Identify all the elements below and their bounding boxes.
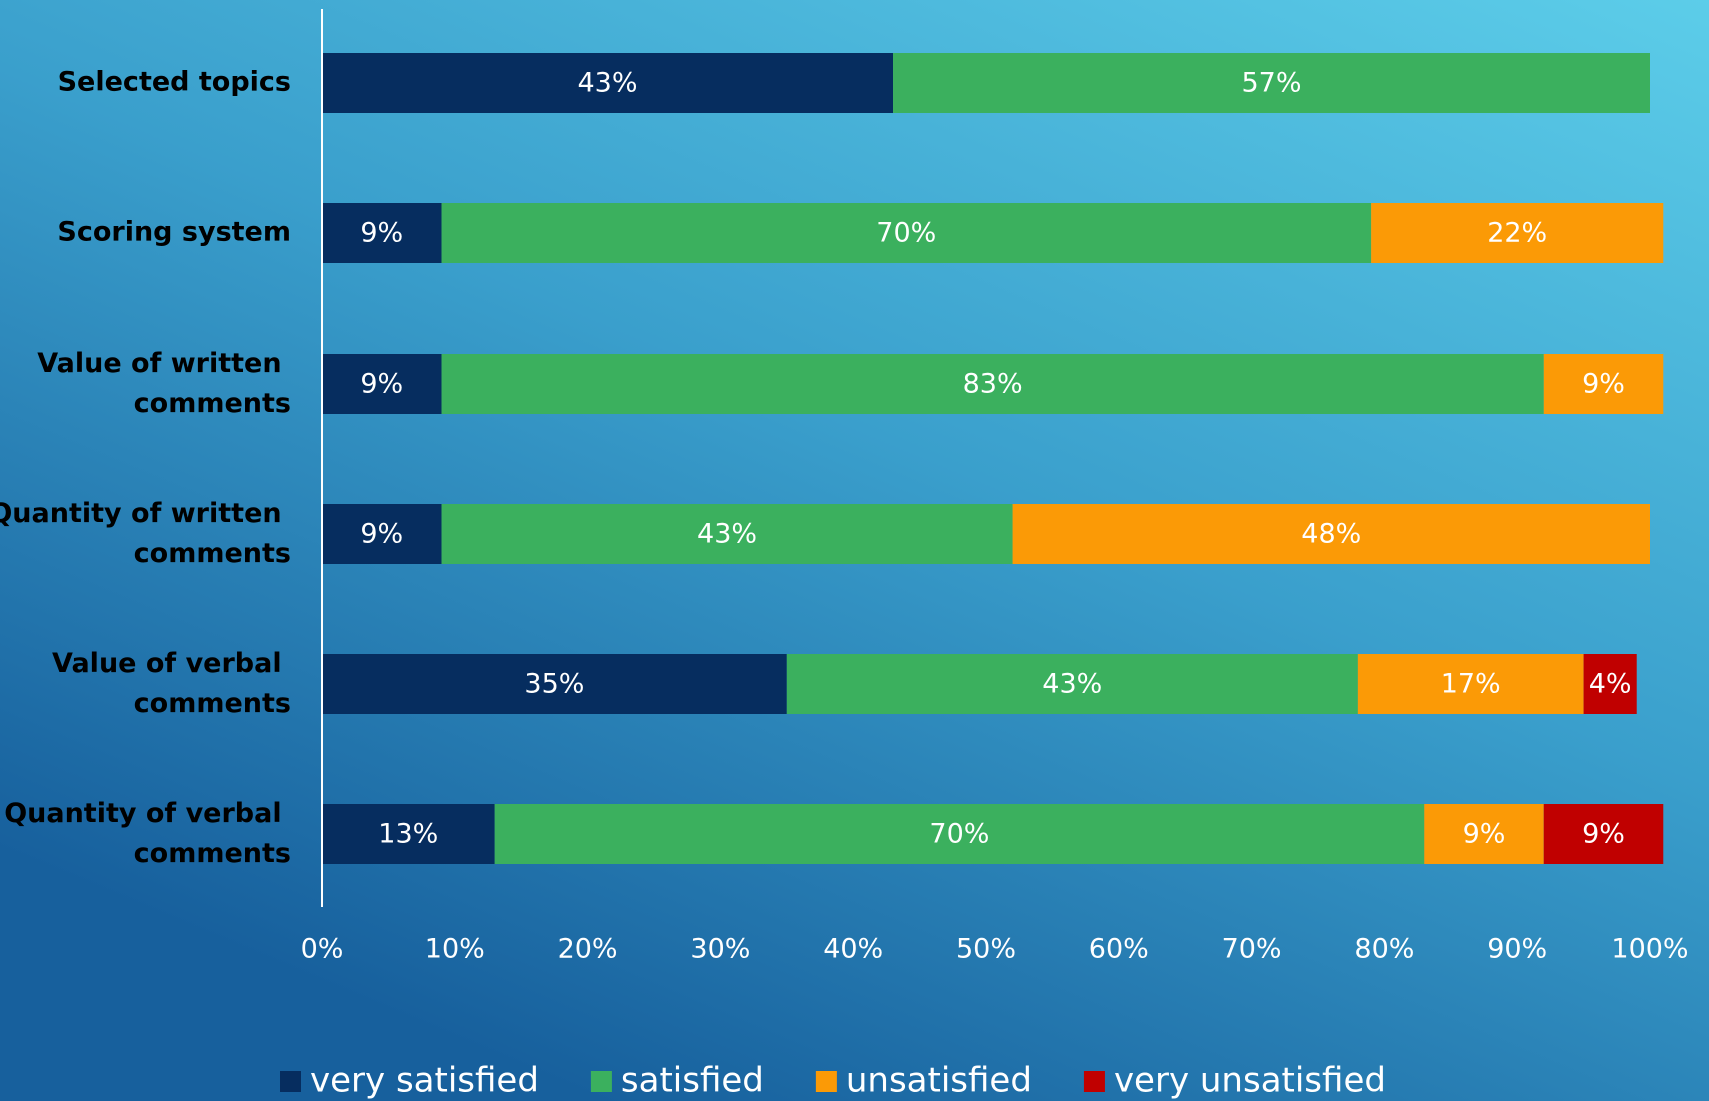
- bar-segment: [1583, 654, 1637, 714]
- bar-segment: [441, 203, 1372, 263]
- data-label: 35%: [524, 669, 584, 700]
- data-label: 9%: [1463, 819, 1506, 850]
- bar-segment: [441, 354, 1544, 414]
- legend-swatch: [1083, 1071, 1105, 1092]
- bar-segment: [441, 504, 1013, 564]
- bar-segment: [322, 804, 495, 864]
- data-label: 9%: [1582, 819, 1625, 850]
- data-label: 83%: [963, 369, 1023, 400]
- data-label: 70%: [876, 218, 936, 249]
- data-label: 22%: [1487, 218, 1547, 249]
- x-tick-label: 10%: [425, 934, 485, 965]
- x-tick-label: 60%: [1089, 934, 1149, 965]
- data-label: 43%: [697, 519, 757, 550]
- legend-label: satisfied: [621, 1061, 764, 1101]
- x-tick-label: 80%: [1354, 934, 1414, 965]
- bar-segment: [893, 53, 1650, 113]
- data-label: 48%: [1301, 519, 1361, 550]
- x-tick-label: 50%: [956, 934, 1016, 965]
- category-label: Value of verbal comments: [52, 648, 291, 719]
- data-label: 9%: [1582, 369, 1625, 400]
- legend-label: very unsatisfied: [1114, 1061, 1386, 1101]
- data-label: 43%: [578, 68, 638, 99]
- bar-segment: [322, 354, 442, 414]
- x-tick-label: 30%: [690, 934, 750, 965]
- category-label: Value of written comments: [37, 348, 291, 419]
- legend-label: unsatisfied: [846, 1061, 1032, 1101]
- bar-segment: [1543, 804, 1664, 864]
- bar-segment: [1012, 504, 1650, 564]
- bar-segment: [322, 654, 787, 714]
- bar-segment: [1424, 804, 1544, 864]
- bar-segment: [1543, 354, 1664, 414]
- x-tick-label: 100%: [1611, 934, 1688, 965]
- category-label: Selected topics: [58, 67, 291, 98]
- bar-segment: [1371, 203, 1664, 263]
- category-label: Quantity of verbal comments: [4, 798, 291, 869]
- bar-segment: [322, 504, 442, 564]
- x-tick-label: 20%: [558, 934, 618, 965]
- data-label: 9%: [360, 369, 403, 400]
- category-label: Quantity of written comments: [0, 498, 291, 569]
- bar-segment: [1357, 654, 1584, 714]
- legend-swatch: [815, 1071, 837, 1092]
- data-label: 4%: [1589, 669, 1632, 700]
- bar-segment: [494, 804, 1425, 864]
- legend-label: very satisfied: [310, 1061, 539, 1101]
- data-label: 9%: [360, 218, 403, 249]
- bar-segment: [322, 53, 894, 113]
- legend-swatch: [280, 1071, 301, 1092]
- x-tick-label: 70%: [1222, 934, 1282, 965]
- x-tick-label: 0%: [301, 934, 344, 965]
- bar-segment: [322, 203, 442, 263]
- data-label: 57%: [1242, 68, 1302, 99]
- bar-segment: [786, 654, 1358, 714]
- data-label: 17%: [1441, 669, 1501, 700]
- legend-swatch: [590, 1071, 612, 1092]
- category-label: Scoring system: [57, 217, 291, 248]
- data-label: 9%: [360, 519, 403, 550]
- data-label: 70%: [929, 819, 989, 850]
- x-tick-label: 40%: [823, 934, 883, 965]
- x-tick-label: 90%: [1487, 934, 1547, 965]
- data-label: 13%: [378, 819, 438, 850]
- data-label: 43%: [1042, 669, 1102, 700]
